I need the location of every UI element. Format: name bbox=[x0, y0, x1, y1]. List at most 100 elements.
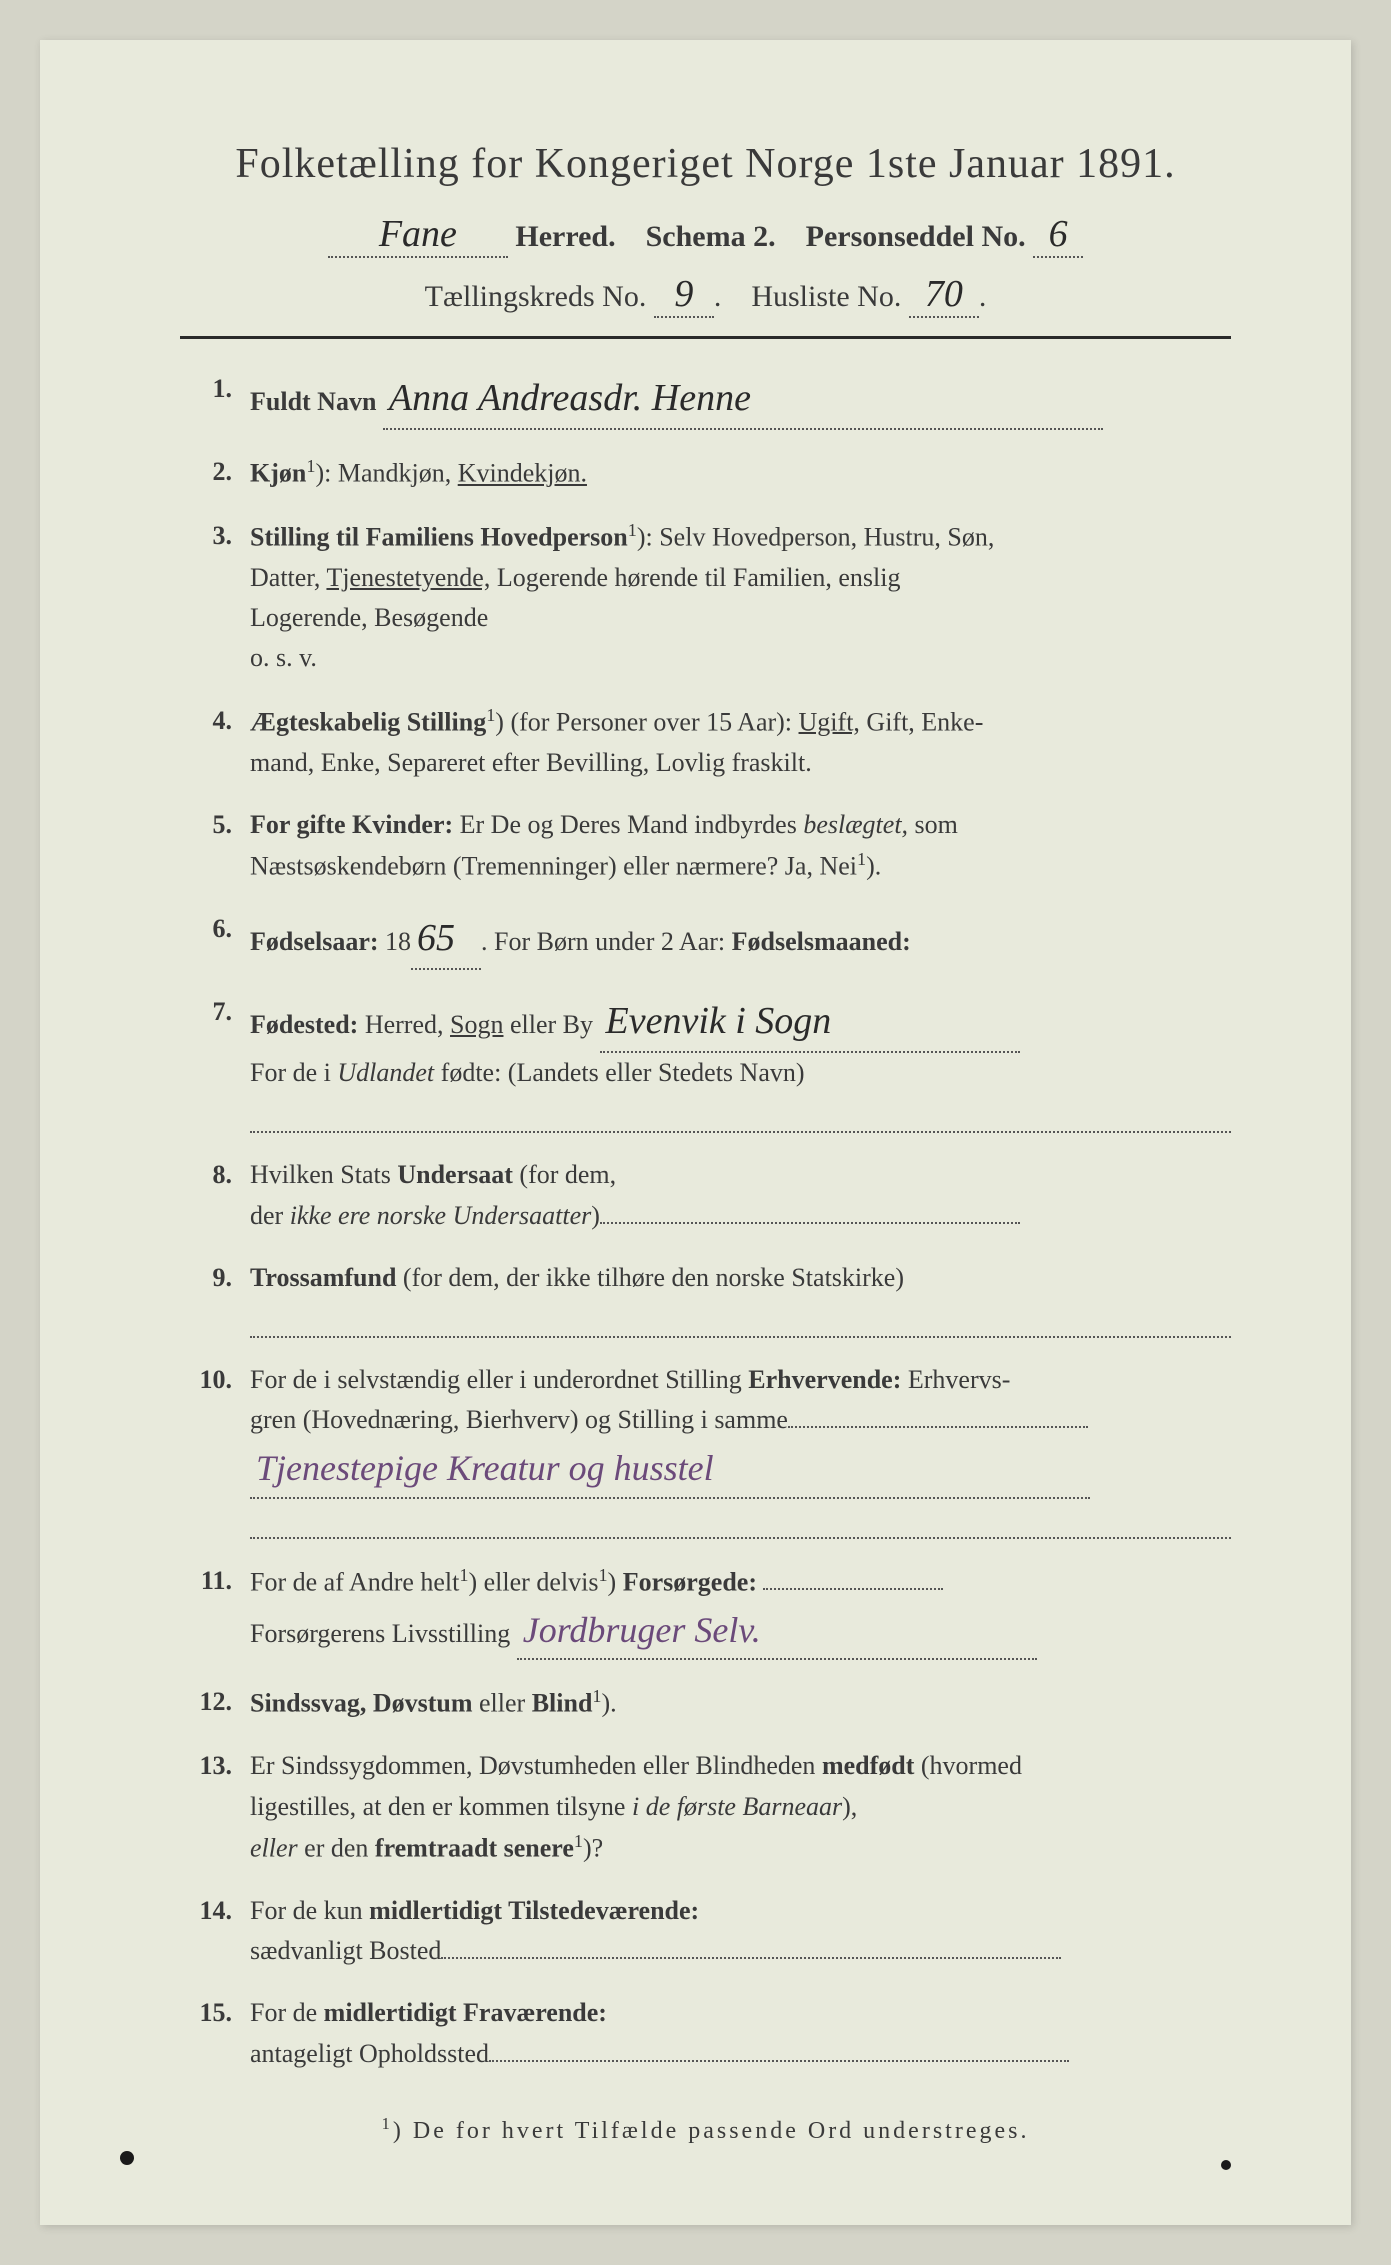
item-4-marital: 4. Ægteskabelig Stilling1) (for Personer… bbox=[190, 701, 1231, 783]
rest2: Gift, Enke- bbox=[860, 707, 983, 736]
bold: Sindssvag, Døvstum bbox=[250, 1689, 473, 1718]
line2b: ), bbox=[842, 1792, 857, 1821]
line2a: For de i bbox=[250, 1058, 337, 1087]
line2a: Datter, bbox=[250, 563, 326, 592]
item-num: 8. bbox=[190, 1155, 250, 1236]
line2: mand, Enke, Separeret efter Bevilling, L… bbox=[250, 748, 812, 777]
schema-label: Schema 2. bbox=[646, 220, 776, 253]
bold: Trossamfund bbox=[250, 1263, 396, 1292]
rest1: Herred, bbox=[358, 1010, 450, 1039]
item-6-birthyear: 6. Fødselsaar: 1865. For Børn under 2 Aa… bbox=[190, 909, 1231, 970]
sup: 1 bbox=[574, 1831, 583, 1851]
label: Fødested: bbox=[250, 1010, 358, 1039]
line2: sædvanligt Bosted bbox=[250, 1936, 441, 1965]
line1a: For de kun bbox=[250, 1896, 369, 1925]
item-11-provider: 11. For de af Andre helt1) eller delvis1… bbox=[190, 1561, 1231, 1661]
fill bbox=[441, 1957, 1061, 1959]
sup: 1 bbox=[628, 520, 637, 540]
fill bbox=[600, 1222, 1020, 1224]
item-num: 11. bbox=[190, 1561, 250, 1661]
item-body: Fødselsaar: 1865. For Børn under 2 Aar: … bbox=[250, 909, 1231, 970]
line2: gren (Hovednæring, Bierhverv) og Stillin… bbox=[250, 1405, 788, 1434]
item-body: For gifte Kvinder: Er De og Deres Mand i… bbox=[250, 805, 1231, 887]
label: For gifte Kvinder: bbox=[250, 810, 453, 839]
relation-underlined: Tjenestetyende, bbox=[326, 563, 490, 592]
item-15-temp-absent: 15. For de midlertidigt Fraværende: anta… bbox=[190, 1993, 1231, 2074]
tail: ). bbox=[866, 852, 881, 881]
kreds-no: 9 bbox=[654, 272, 714, 318]
label: Fødselsaar: bbox=[250, 927, 379, 956]
marital-underlined: Ugift, bbox=[799, 707, 860, 736]
kreds-label: Tællingskreds No. bbox=[425, 280, 647, 313]
line2b: ) bbox=[591, 1201, 600, 1230]
line4: o. s. v. bbox=[250, 643, 317, 672]
line1b: ) eller delvis bbox=[468, 1567, 598, 1596]
line1b: Erhvervs- bbox=[901, 1365, 1010, 1394]
header-rule bbox=[180, 336, 1231, 339]
bold: midlertidigt Tilstedeværende: bbox=[369, 1896, 699, 1925]
item-num: 10. bbox=[190, 1360, 250, 1538]
personseddel-no: 6 bbox=[1033, 212, 1083, 258]
fill-line bbox=[250, 1505, 1231, 1539]
birthyear-hw: 65 bbox=[411, 909, 481, 970]
label: Kjøn bbox=[250, 459, 306, 488]
sup: 1 bbox=[486, 705, 495, 725]
form-title: Folketælling for Kongeriget Norge 1ste J… bbox=[180, 140, 1231, 188]
fullname-hw: Anna Andreasdr. Henne bbox=[383, 369, 1103, 430]
header-line-herred: Fane Herred. Schema 2. Personseddel No. … bbox=[180, 212, 1231, 258]
sogn-ul: Sogn bbox=[450, 1010, 503, 1039]
line2-it: i de første Barneaar bbox=[632, 1792, 842, 1821]
header-line-kreds: Tællingskreds No. 9. Husliste No. 70. bbox=[180, 272, 1231, 318]
item-num: 3. bbox=[190, 516, 250, 679]
rest2: som bbox=[908, 810, 958, 839]
line1b: (for dem, bbox=[513, 1160, 616, 1189]
line2: Næstsøskendebørn (Tremenninger) eller næ… bbox=[250, 852, 857, 881]
item-num: 13. bbox=[190, 1746, 250, 1869]
label: Fuldt Navn bbox=[250, 387, 376, 416]
herred-handwritten: Fane bbox=[328, 212, 508, 258]
rest: ): Mandkjøn, bbox=[315, 459, 457, 488]
item-2-sex: 2. Kjøn1): Mandkjøn, Kvindekjøn. bbox=[190, 452, 1231, 494]
item-num: 7. bbox=[190, 992, 250, 1133]
sup2: 1 bbox=[598, 1565, 607, 1585]
line2a: der bbox=[250, 1201, 290, 1230]
item-body: Hvilken Stats Undersaat (for dem, der ik… bbox=[250, 1155, 1231, 1236]
rest2: eller By bbox=[503, 1010, 593, 1039]
rest1: ) (for Personer over 15 Aar): bbox=[495, 707, 798, 736]
item-num: 12. bbox=[190, 1682, 250, 1724]
item-3-relation: 3. Stilling til Familiens Hovedperson1):… bbox=[190, 516, 1231, 679]
line1a: Er Sindssygdommen, Døvstumheden eller Bl… bbox=[250, 1751, 822, 1780]
item-7-birthplace: 7. Fødested: Herred, Sogn eller By Evenv… bbox=[190, 992, 1231, 1133]
item-num: 15. bbox=[190, 1993, 250, 2074]
item-5-married-women: 5. For gifte Kvinder: Er De og Deres Man… bbox=[190, 805, 1231, 887]
line2-it: Udlandet bbox=[337, 1058, 434, 1087]
line1-rest: ): Selv Hovedperson, Hustru, Søn, bbox=[637, 523, 994, 552]
line2a: ligestilles, at den er kommen tilsyne bbox=[250, 1792, 632, 1821]
item-num: 4. bbox=[190, 701, 250, 783]
rest: Er De og Deres Mand indbyrdes bbox=[453, 810, 803, 839]
line1b: (hvormed bbox=[914, 1751, 1022, 1780]
bold: Undersaat bbox=[397, 1160, 513, 1189]
birthplace-hw: Evenvik i Sogn bbox=[600, 992, 1020, 1053]
label: Ægteskabelig Stilling bbox=[250, 707, 486, 736]
item-body: Fødested: Herred, Sogn eller By Evenvik … bbox=[250, 992, 1231, 1133]
line1a: For de af Andre helt bbox=[250, 1567, 459, 1596]
item-num: 6. bbox=[190, 909, 250, 970]
husliste-no: 70 bbox=[909, 272, 979, 318]
item-body: For de af Andre helt1) eller delvis1) Fo… bbox=[250, 1561, 1231, 1661]
item-body: Ægteskabelig Stilling1) (for Personer ov… bbox=[250, 701, 1231, 783]
occupation-hw: Tjenestepige Kreatur og husstel bbox=[250, 1441, 1090, 1499]
item-body: Trossamfund (for dem, der ikke tilhøre d… bbox=[250, 1258, 1231, 1338]
item-body: Fuldt Navn Anna Andreasdr. Henne bbox=[250, 369, 1231, 430]
item-num: 2. bbox=[190, 452, 250, 494]
rest: eller bbox=[473, 1689, 532, 1718]
form-items: 1. Fuldt Navn Anna Andreasdr. Henne 2. K… bbox=[180, 369, 1231, 2074]
footnote-sup: 1 bbox=[382, 2114, 393, 2133]
line2: Forsørgerens Livsstilling bbox=[250, 1619, 510, 1648]
italic: beslægtet, bbox=[803, 810, 908, 839]
line1c: ) bbox=[608, 1567, 623, 1596]
bold: Erhvervende: bbox=[748, 1365, 901, 1394]
line2b: Logerende hørende til Familien, enslig bbox=[490, 563, 900, 592]
sex-underlined: Kvindekjøn. bbox=[458, 459, 587, 488]
husliste-label: Husliste No. bbox=[751, 280, 901, 313]
